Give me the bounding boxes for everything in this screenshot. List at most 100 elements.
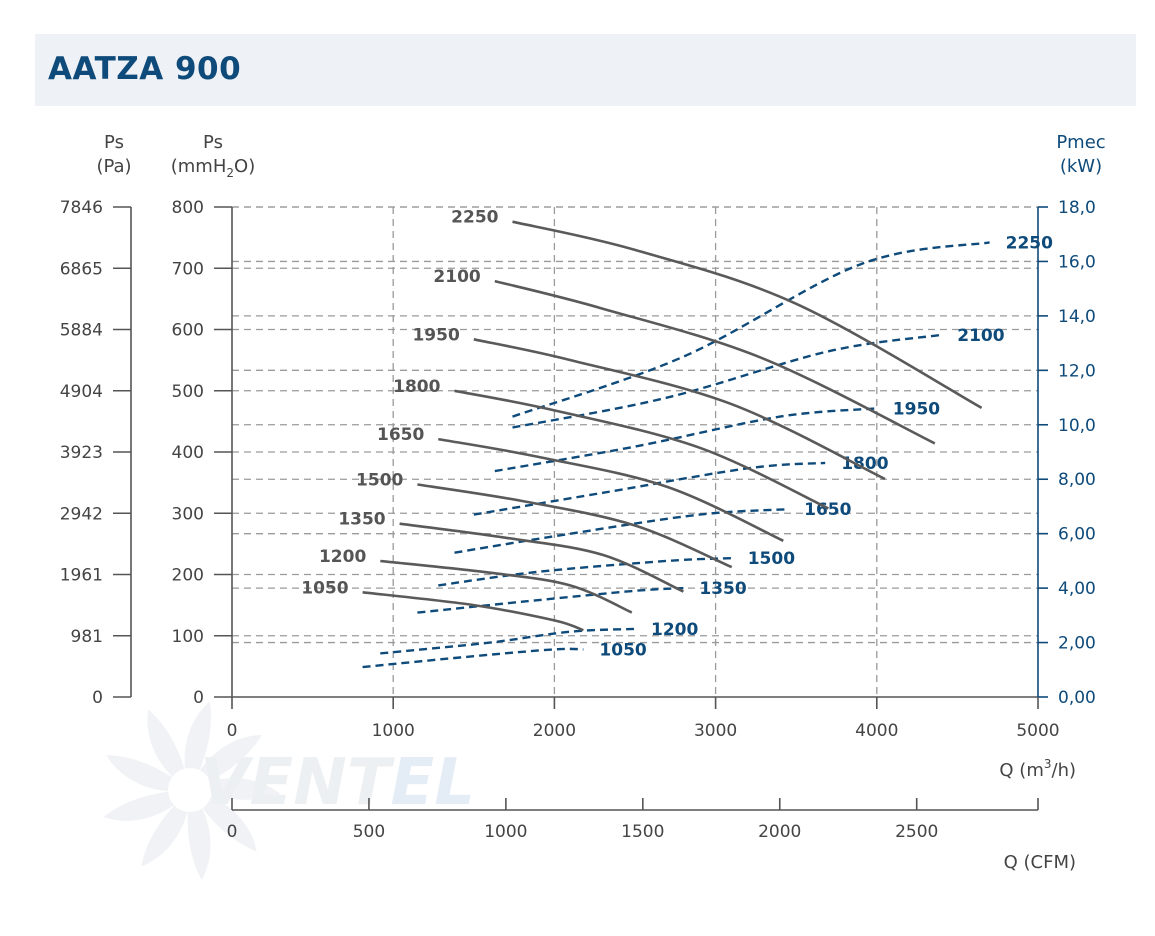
pressure-curve-1350 [399,522,684,593]
watermark-brand-a: VENT [200,746,395,820]
pressure-curve-label-1500: 1500 [356,470,403,490]
q-tick-label: 2000 [533,721,576,741]
pa-tick-label: 2942 [60,504,103,524]
power-curve-1500 [438,557,732,587]
mmh2o-tick-label: 200 [172,566,204,586]
grid [232,206,1038,697]
pa-axis-unit: (Pa) [96,156,131,177]
kw-tick-label: 16,0 [1058,252,1096,272]
power-curve-label-1350: 1350 [699,579,746,599]
cfm-tick-label: 500 [353,822,385,842]
pmec-axis-unit: (kW) [1060,156,1102,177]
mmh2o-axis-title: Ps [203,132,223,153]
pmec-axis-title: Pmec [1056,132,1105,153]
fan-blade-shape [190,735,262,790]
q-cfm-axis-title: Q (CFM) [1004,852,1076,873]
pressure-curve-1650 [438,437,784,542]
cfm-tick-label: 1500 [621,822,664,842]
pressure-curve-label-1800: 1800 [393,377,440,397]
pressure-curve-label-1350: 1350 [338,510,385,530]
pressure-curve-label-2100: 2100 [433,267,480,287]
fan-blade-shape [184,701,212,790]
kw-tick-label: 10,0 [1058,416,1096,436]
fan-blade-shape [147,709,190,790]
pa-tick-label: 7846 [60,198,103,218]
kw-tick-label: 2,00 [1058,634,1096,654]
kw-tick-label: 14,0 [1058,307,1096,327]
pa-tick-label: 981 [71,627,103,647]
pressure-curve-1200 [380,559,633,614]
power-curve-1350 [417,586,684,614]
pressure-curve-1500 [417,483,733,569]
q-tick-label: 0 [227,721,238,741]
pa-tick-label: 4904 [60,382,103,402]
pa-tick-label: 5884 [60,321,103,341]
mmh2o-axis-unit: (mmH2O) [171,156,255,180]
pressure-curve-label-1650: 1650 [377,425,424,445]
power-curve-1650 [454,508,789,554]
power-curve-label-1050: 1050 [599,640,646,660]
ventel-watermark: VENTEL [103,701,475,880]
pressure-curve-1950 [473,338,886,481]
q-unit-pre: Q (m [999,760,1043,781]
page-title: AATZA 900 [48,51,242,87]
mmh2o-tick-label: 400 [172,443,204,463]
fan-blade-shape [190,790,257,852]
mmh2o-tick-label: 0 [193,688,204,708]
mmh2o-unit-post: O) [234,156,255,177]
axes: 0 981 1961 2942 3923 4904 5884 6865 7846 0 100 200 3… [60,198,1096,842]
mmh2o-tick-label: 300 [172,504,204,524]
fan-blade-shape [106,755,190,792]
pressure-curve-2250 [512,220,983,410]
fan-blade-shape [187,790,211,880]
power-curve-label-1800: 1800 [841,454,888,474]
q-tick-label: 5000 [1016,721,1059,741]
fan-blade-shape [103,789,190,821]
kw-tick-label: 4,00 [1058,579,1096,599]
cfm-tick-label: 0 [227,822,238,842]
power-curve-1200 [380,627,636,655]
power-curve-label-1200: 1200 [651,620,698,640]
pressure-curve-label-2250: 2250 [451,208,498,228]
power-curve-label-1650: 1650 [804,500,851,520]
kw-tick-label: 0,00 [1058,688,1096,708]
mmh2o-tick-label: 800 [172,198,204,218]
power-curve-2250 [512,241,990,418]
pressure-curve-2100 [494,279,936,445]
pa-tick-label: 6865 [60,259,103,279]
power-curve-1950 [494,407,877,473]
mmh2o-tick-label: 100 [172,627,204,647]
mmh2o-tick-label: 500 [172,382,204,402]
pressure-curve-label-1950: 1950 [412,325,459,345]
kw-tick-label: 6,00 [1058,525,1096,545]
kw-tick-label: 18,0 [1058,198,1096,218]
power-curve-label-1500: 1500 [748,549,795,569]
cfm-tick-label: 2500 [895,822,938,842]
q-unit-sup: 3 [1044,757,1052,771]
watermark-text: VENTEL [200,746,475,820]
header-bar: AATZA 900 [35,34,1136,106]
cfm-tick-label: 1000 [484,822,527,842]
q-tick-label: 1000 [372,721,415,741]
pressure-curve-label-1200: 1200 [319,547,366,567]
pressure-curve-label-1050: 1050 [301,578,348,598]
pa-tick-label: 0 [92,688,103,708]
fan-hub-shape [168,768,212,812]
kw-tick-label: 12,0 [1058,361,1096,381]
fan-blade-shape [190,778,281,800]
power-curve-label-2250: 2250 [1006,233,1053,253]
pa-axis-title: Ps [104,132,124,153]
power-curve-label-2100: 2100 [957,326,1004,346]
q-unit-post: /h) [1052,760,1077,781]
cfm-tick-label: 2000 [758,822,801,842]
mmh2o-tick-label: 600 [172,321,204,341]
pa-tick-label: 1961 [60,566,103,586]
pressure-curve-1800 [454,389,829,510]
pressure-curve-1050 [362,591,584,632]
pa-tick-label: 3923 [60,443,103,463]
mmh2o-unit-pre: (mmH [171,156,227,177]
fan-blade-shape [141,789,191,867]
